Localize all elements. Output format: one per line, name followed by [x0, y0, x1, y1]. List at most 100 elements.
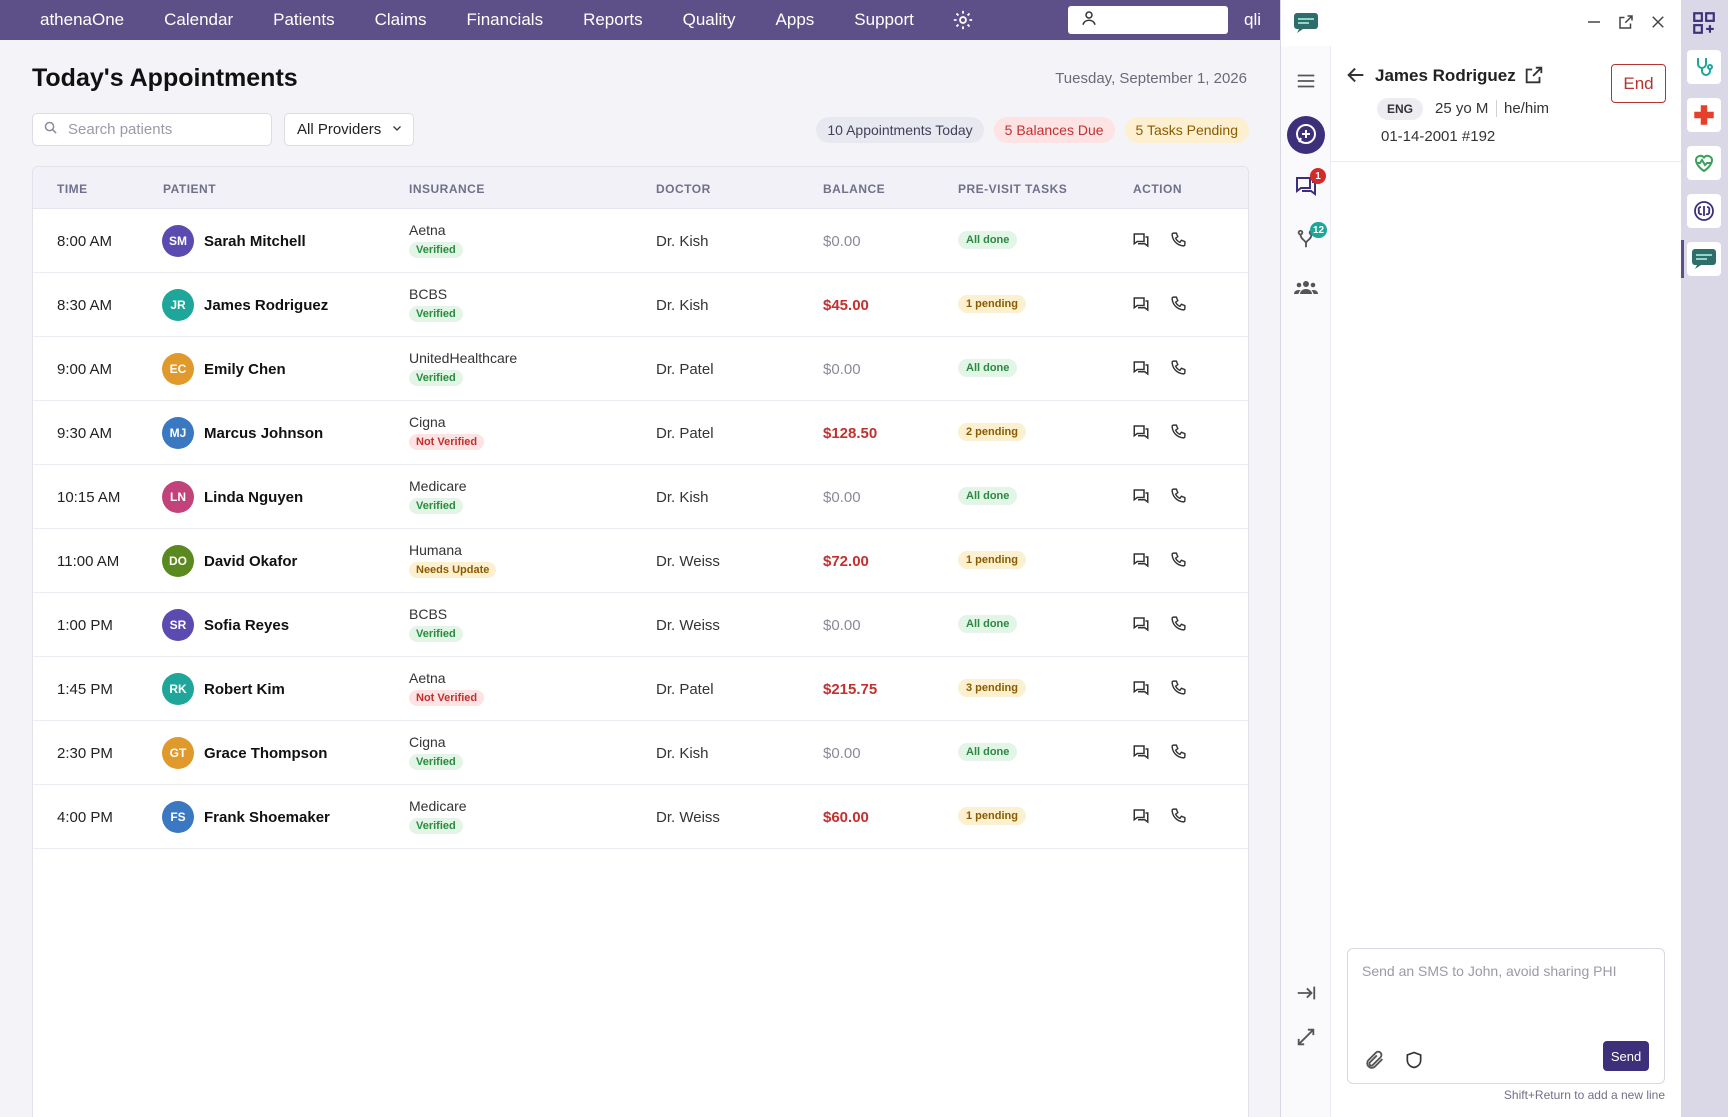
phone-icon[interactable] — [1170, 679, 1187, 701]
gear-icon[interactable] — [952, 9, 974, 31]
message-icon[interactable] — [1132, 295, 1150, 318]
chat-side-rail: 1 12 — [1281, 46, 1331, 1117]
pre-visit-tasks-badge: All done — [958, 487, 1018, 505]
expand-icon[interactable] — [1281, 1026, 1331, 1048]
phone-icon[interactable] — [1170, 359, 1187, 381]
balance-amount: $128.50 — [823, 425, 878, 442]
shield-icon[interactable] — [1404, 1049, 1424, 1076]
doctor-name: Dr. Kish — [656, 233, 709, 250]
medical-cross-icon[interactable] — [1687, 98, 1721, 132]
insurance-status-badge: Verified — [409, 818, 463, 834]
paperclip-icon[interactable] — [1364, 1049, 1386, 1076]
message-icon[interactable] — [1132, 807, 1150, 830]
table-row[interactable]: 8:00 AM SM Sarah Mitchell Aetna Verified Dr. … — [33, 209, 1248, 273]
nav-calendar[interactable]: Calendar — [164, 10, 234, 29]
phone-icon[interactable] — [1170, 551, 1187, 573]
table-row[interactable]: 11:00 AM DO David Okafor Humana Needs Update… — [33, 529, 1248, 593]
message-icon[interactable] — [1132, 231, 1150, 254]
patient-name[interactable]: Grace Thompson — [204, 745, 328, 762]
phone-icon[interactable] — [1170, 743, 1187, 765]
team-icon[interactable] — [1281, 278, 1331, 298]
patient-name[interactable]: Robert Kim — [204, 681, 285, 698]
new-conversation-icon[interactable] — [1281, 116, 1331, 154]
heart-monitor-icon[interactable] — [1687, 146, 1721, 180]
nav-financials[interactable]: Financials — [466, 10, 544, 29]
phone-icon[interactable] — [1170, 615, 1187, 637]
message-icon[interactable] — [1132, 679, 1150, 702]
pre-visit-tasks-badge: 1 pending — [958, 807, 1026, 825]
patient-search[interactable] — [32, 113, 272, 146]
phone-icon[interactable] — [1170, 423, 1187, 445]
avatar: MJ — [162, 417, 194, 449]
messages-icon[interactable]: 1 — [1281, 168, 1331, 198]
minimize-icon[interactable] — [1585, 13, 1603, 36]
user-initials[interactable]: qli — [1244, 10, 1262, 29]
patient-name[interactable]: David Okafor — [204, 553, 298, 570]
routing-icon[interactable]: 12 — [1281, 222, 1331, 250]
appointment-time: 8:30 AM — [57, 297, 113, 314]
patient-name[interactable]: Linda Nguyen — [204, 489, 304, 506]
nav-apps[interactable]: Apps — [775, 10, 815, 29]
brand-logo[interactable]: athenaOne — [40, 10, 125, 29]
message-icon[interactable] — [1132, 615, 1150, 638]
avatar: GT — [162, 737, 194, 769]
send-button[interactable]: Send — [1603, 1041, 1649, 1071]
header-action: ACTION — [1133, 182, 1182, 196]
nav-patients[interactable]: Patients — [273, 10, 335, 29]
insurance-status-badge: Verified — [409, 370, 463, 386]
patient-name[interactable]: Sarah Mitchell — [204, 233, 306, 250]
table-row[interactable]: 9:30 AM MJ Marcus Johnson Cigna Not Verified… — [33, 401, 1248, 465]
patient-name[interactable]: Sofia Reyes — [204, 617, 290, 634]
balance-amount: $72.00 — [823, 553, 869, 570]
patient-name[interactable]: James Rodriguez — [204, 297, 329, 314]
table-row[interactable]: 1:00 PM SR Sofia Reyes BCBS Verified Dr. Weis… — [33, 593, 1248, 657]
stethoscope-icon[interactable] — [1687, 50, 1721, 84]
chat-app-icon[interactable] — [1687, 242, 1721, 276]
popout-icon[interactable] — [1617, 13, 1635, 36]
back-arrow-icon[interactable] — [1345, 64, 1367, 91]
menu-icon[interactable] — [1281, 70, 1331, 92]
appointment-time: 8:00 AM — [57, 233, 113, 250]
table-row[interactable]: 1:45 PM RK Robert Kim Aetna Not Verified Dr. … — [33, 657, 1248, 721]
balance-amount: $0.00 — [823, 489, 861, 506]
doctor-name: Dr. Weiss — [656, 809, 720, 826]
phone-icon[interactable] — [1170, 807, 1187, 829]
sms-input[interactable] — [1362, 963, 1652, 1023]
provider-filter-dropdown[interactable]: All Providers — [284, 113, 414, 146]
message-icon[interactable] — [1132, 359, 1150, 382]
message-icon[interactable] — [1132, 743, 1150, 766]
nav-claims[interactable]: Claims — [374, 10, 427, 29]
user-search-box[interactable] — [1068, 6, 1228, 34]
table-row[interactable]: 10:15 AM LN Linda Nguyen Medicare Verified Dr… — [33, 465, 1248, 529]
nav-reports[interactable]: Reports — [583, 10, 643, 29]
patient-name[interactable]: Emily Chen — [204, 361, 286, 378]
doctor-name: Dr. Weiss — [656, 617, 720, 634]
patient-name[interactable]: Frank Shoemaker — [204, 809, 330, 826]
collapse-panel-icon[interactable] — [1281, 982, 1331, 1004]
phone-icon[interactable] — [1170, 231, 1187, 253]
nav-quality[interactable]: Quality — [682, 10, 736, 29]
patient-age-sex: 25 yo M — [1435, 100, 1489, 117]
close-icon[interactable] — [1649, 13, 1667, 36]
phone-icon[interactable] — [1170, 295, 1187, 317]
header-balance: BALANCE — [823, 182, 886, 196]
end-conversation-button[interactable]: End — [1611, 64, 1666, 103]
message-icon[interactable] — [1132, 423, 1150, 446]
message-icon[interactable] — [1132, 487, 1150, 510]
nav-support[interactable]: Support — [854, 10, 914, 29]
table-row[interactable]: 9:00 AM EC Emily Chen UnitedHealthcare Verif… — [33, 337, 1248, 401]
search-input[interactable] — [68, 121, 248, 138]
phone-icon[interactable] — [1170, 487, 1187, 509]
open-patient-icon[interactable] — [1523, 64, 1545, 91]
pre-visit-tasks-badge: All done — [958, 231, 1018, 249]
table-row[interactable]: 8:30 AM JR James Rodriguez BCBS Verified Dr. … — [33, 273, 1248, 337]
message-icon[interactable] — [1132, 551, 1150, 574]
brain-icon[interactable] — [1687, 194, 1721, 228]
table-row[interactable]: 4:00 PM FS Frank Shoemaker Medicare Verified… — [33, 785, 1248, 849]
balance-amount: $0.00 — [823, 745, 861, 762]
patient-name[interactable]: Marcus Johnson — [204, 425, 324, 442]
add-widget-icon[interactable] — [1687, 6, 1721, 40]
avatar: FS — [162, 801, 194, 833]
language-chip: ENG — [1377, 98, 1424, 120]
table-row[interactable]: 2:30 PM GT Grace Thompson Cigna Verified Dr. … — [33, 721, 1248, 785]
